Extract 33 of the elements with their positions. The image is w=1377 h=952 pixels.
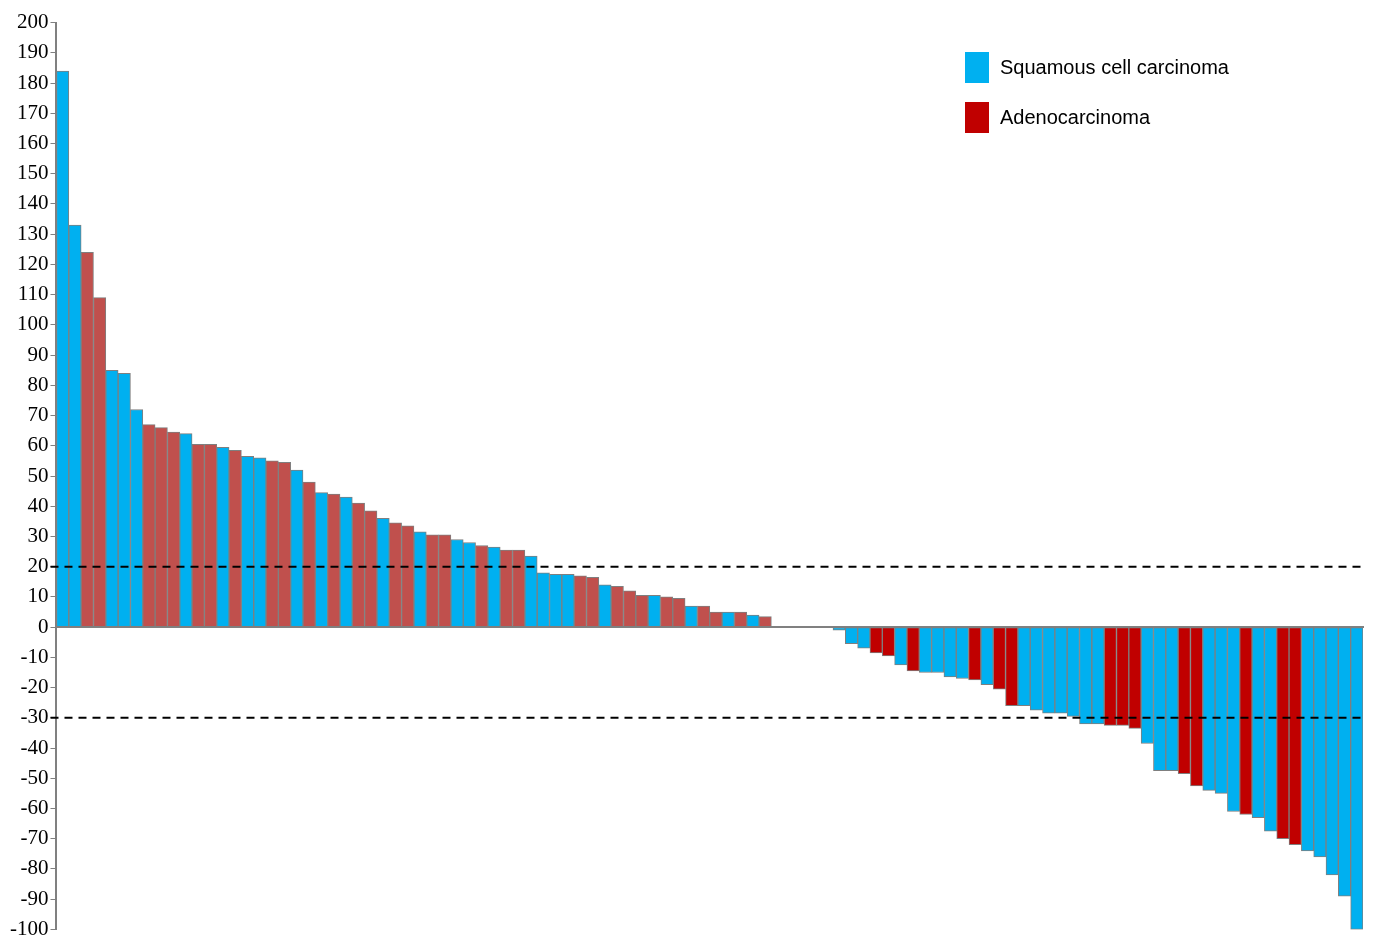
y-tick-label: -70 bbox=[20, 825, 49, 850]
y-tick-label: 30 bbox=[27, 522, 49, 547]
y-tick-label: -40 bbox=[20, 734, 49, 759]
y-tick-label: 160 bbox=[16, 130, 49, 155]
y-tick-label: 120 bbox=[16, 250, 49, 275]
y-tick-label: 140 bbox=[16, 190, 49, 215]
legend-label: Adenocarcinoma bbox=[1000, 106, 1151, 129]
y-tick-label: -10 bbox=[20, 643, 49, 668]
y-tick-label: -90 bbox=[20, 885, 49, 910]
y-tick-label: 70 bbox=[27, 402, 49, 427]
y-tick-label: 150 bbox=[16, 160, 49, 185]
y-tick-label: 10 bbox=[27, 583, 49, 608]
y-tick-label: 0 bbox=[37, 613, 49, 638]
y-tick-label: 170 bbox=[16, 99, 49, 124]
y-tick-label: 130 bbox=[16, 220, 49, 245]
y-tick-label: 110 bbox=[17, 281, 49, 306]
y-tick-label: -80 bbox=[20, 855, 49, 880]
y-tick-label: 40 bbox=[27, 492, 49, 517]
y-tick-label: -60 bbox=[20, 795, 49, 820]
y-tick-label: -30 bbox=[20, 704, 49, 729]
y-tick-label: 20 bbox=[27, 553, 49, 578]
y-tick-label: 80 bbox=[27, 371, 49, 396]
y-tick-label: 190 bbox=[16, 39, 49, 64]
y-tick-label: 90 bbox=[27, 341, 49, 366]
y-tick-label: 180 bbox=[16, 69, 49, 94]
y-tick-label: -50 bbox=[20, 764, 49, 789]
y-tick-label: 200 bbox=[16, 9, 49, 34]
y-tick-label: 60 bbox=[27, 432, 49, 457]
y-tick-label: 50 bbox=[27, 462, 49, 487]
y-tick-label: -20 bbox=[20, 674, 49, 699]
y-tick-label: 100 bbox=[16, 311, 49, 336]
legend-label: Squamous cell carcinoma bbox=[1000, 56, 1229, 79]
y-tick-label: -100 bbox=[9, 915, 49, 940]
